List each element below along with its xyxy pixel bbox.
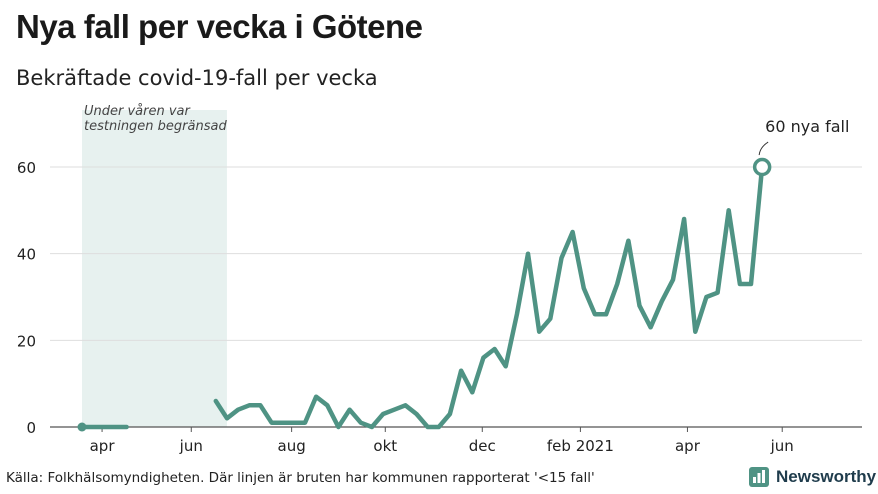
x-tick-label: feb 2021 [547, 437, 614, 455]
newsworthy-logo-icon [749, 467, 769, 487]
chart-subtitle: Bekräftade covid-19-fall per vecka [16, 66, 378, 90]
x-tick-label: okt [373, 437, 397, 455]
y-axis: 0 20 40 60 [17, 159, 36, 437]
x-tick-label: dec [469, 437, 496, 455]
annotation-leader [758, 141, 769, 156]
series-cases [77, 164, 765, 432]
x-axis: apr jun aug okt dec feb 2021 apr jun [90, 427, 794, 455]
x-tick-label: jun [770, 437, 794, 455]
series-line-segment [213, 164, 765, 430]
x-tick-label: apr [90, 437, 116, 455]
annotation-label: 60 nya fall [765, 117, 849, 136]
y-tick-label: 0 [26, 419, 36, 437]
brand-name: Newsworthy [776, 467, 877, 486]
series-start-point [77, 422, 87, 432]
last-value-marker [752, 157, 772, 177]
y-tick-label: 40 [17, 246, 36, 264]
annotation: 60 nya fall [752, 117, 849, 177]
brand-logo[interactable]: Newsworthy [748, 466, 876, 488]
source-note: Källa: Folkhälsomyndigheten. Där linjen … [6, 470, 595, 486]
gridlines [50, 166, 862, 428]
y-tick-label: 20 [17, 332, 36, 350]
limited-testing-label: Under våren var testningen begränsad [84, 104, 227, 134]
y-tick-label: 60 [17, 159, 36, 177]
chart-title: Nya fall per vecka i Götene [16, 8, 423, 45]
x-tick-label: apr [675, 437, 701, 455]
x-tick-label: aug [278, 437, 306, 455]
x-tick-label: jun [179, 437, 203, 455]
limited-testing-shade [82, 110, 227, 427]
